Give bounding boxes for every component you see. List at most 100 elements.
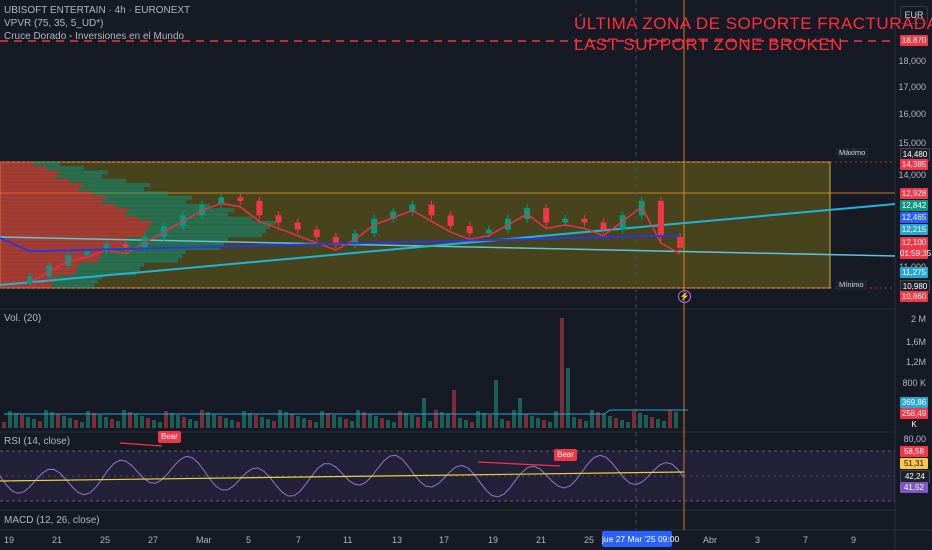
volume-bar: [218, 416, 222, 428]
vp-bar-up: [53, 279, 98, 284]
volume-tick: 800 K: [902, 378, 926, 388]
candle-body: [313, 229, 320, 237]
vp-bar-up: [148, 225, 270, 229]
volume-profile: [0, 162, 276, 288]
rsi-tag: 41,52: [900, 482, 928, 493]
vp-bar-up: [125, 237, 228, 242]
time-tick: 27: [148, 535, 159, 545]
volume-bar: [536, 418, 540, 428]
volume-bar: [224, 418, 228, 428]
volume-bar: [386, 420, 390, 428]
vp-bar-down: [0, 225, 149, 229]
symbol-legend[interactable]: UBISOFT ENTERTAIN · 4h · EURONEXT: [4, 5, 191, 16]
volume-bar: [356, 410, 360, 428]
volume-bar: [482, 413, 486, 428]
volume-bar: [104, 417, 108, 428]
vp-bar-up: [82, 183, 150, 187]
time-tick: 3: [755, 535, 761, 545]
vp-bar-up: [151, 220, 276, 225]
rsi-tag: 51,31: [900, 458, 928, 469]
macd-legend[interactable]: MACD (12, 26, close): [4, 515, 100, 526]
volume-bar: [470, 422, 474, 428]
candle-body: [428, 204, 435, 216]
vp-bar-down: [0, 208, 129, 213]
price-tick: 15,000: [898, 138, 926, 148]
volume-bar: [266, 419, 270, 428]
time-tick: 21: [536, 535, 547, 545]
time-tick: 5: [246, 535, 252, 545]
vp-bar-down: [0, 170, 60, 175]
lightning-icon[interactable]: ⚡: [678, 290, 691, 303]
volume-bar: [32, 419, 36, 428]
volume-bar: [296, 416, 300, 428]
candle-body: [390, 211, 397, 219]
vp-bar-up: [125, 212, 228, 217]
vp-bar-up: [59, 170, 108, 175]
vp-bar-up: [138, 216, 252, 221]
volume-bar: [416, 417, 420, 428]
volume-bar: [80, 422, 84, 428]
vp-bar-down: [0, 254, 101, 259]
volume-bar: [146, 418, 150, 428]
rsi-legend[interactable]: RSI (14, close): [4, 436, 71, 447]
volume-bar: [524, 414, 528, 428]
candle-body: [543, 208, 550, 223]
vp-bar-up: [92, 191, 168, 196]
price-tick: 16,000: [898, 109, 926, 119]
vp-bar-down: [0, 187, 80, 192]
currency-button[interactable]: EUR: [900, 6, 928, 24]
candle-body: [256, 200, 263, 216]
candle-body: [600, 222, 607, 230]
volume-bar: [128, 412, 132, 428]
volume-bar: [374, 416, 378, 428]
volume-bar: [86, 411, 90, 428]
candle-body: [103, 244, 110, 252]
rsi-ma-line: [0, 471, 685, 482]
min-label: Mínimo: [836, 280, 867, 290]
volume-bar: [242, 411, 246, 428]
price-tick: 14,000: [898, 170, 926, 180]
volume-bar: [662, 421, 666, 428]
volume-bar: [332, 415, 336, 428]
volume-bar: [302, 418, 306, 428]
vp-bar-down: [0, 183, 83, 187]
candle-body: [294, 222, 301, 230]
vp-bar-down: [0, 204, 116, 208]
volume-bar: [650, 417, 654, 428]
volume-bar: [440, 412, 444, 428]
volume-bar: [164, 411, 168, 428]
price-tag: 12,928: [900, 188, 928, 199]
time-tick: 7: [803, 535, 809, 545]
vpvr-legend[interactable]: VPVR (75, 35, 5_UD*): [4, 18, 104, 29]
vp-bar-down: [0, 267, 77, 271]
volume-bars: [2, 318, 678, 428]
vp-bar-up: [146, 229, 266, 234]
volume-bar: [290, 414, 294, 428]
vp-bar-down: [0, 229, 147, 234]
cruce-legend[interactable]: Cruce Dorado - Inversiones en el Mundo: [4, 31, 185, 42]
vp-bar-down: [0, 178, 70, 183]
volume-bar: [596, 412, 600, 428]
volume-bar: [176, 415, 180, 428]
volume-tick: 1,6M: [905, 337, 926, 347]
volume-tick: 2 M: [910, 314, 926, 324]
volume-bar: [656, 419, 660, 428]
volume-bar: [668, 410, 672, 428]
vp-bar-up: [56, 174, 102, 179]
volume-bar: [590, 410, 594, 428]
vp-bar-down: [0, 241, 124, 246]
volume-bar: [434, 410, 438, 428]
time-tick: 9: [851, 535, 857, 545]
time-tick: 19: [4, 535, 15, 545]
volume-legend[interactable]: Vol. (20): [4, 313, 42, 324]
rsi-line: [0, 454, 685, 498]
volume-bar: [122, 410, 126, 428]
vp-bar-down: [0, 195, 106, 200]
candle-body: [218, 197, 225, 205]
volume-bar: [512, 410, 516, 428]
volume-bar: [476, 411, 480, 428]
vp-bar-up: [97, 258, 178, 263]
candle-body: [409, 204, 416, 212]
